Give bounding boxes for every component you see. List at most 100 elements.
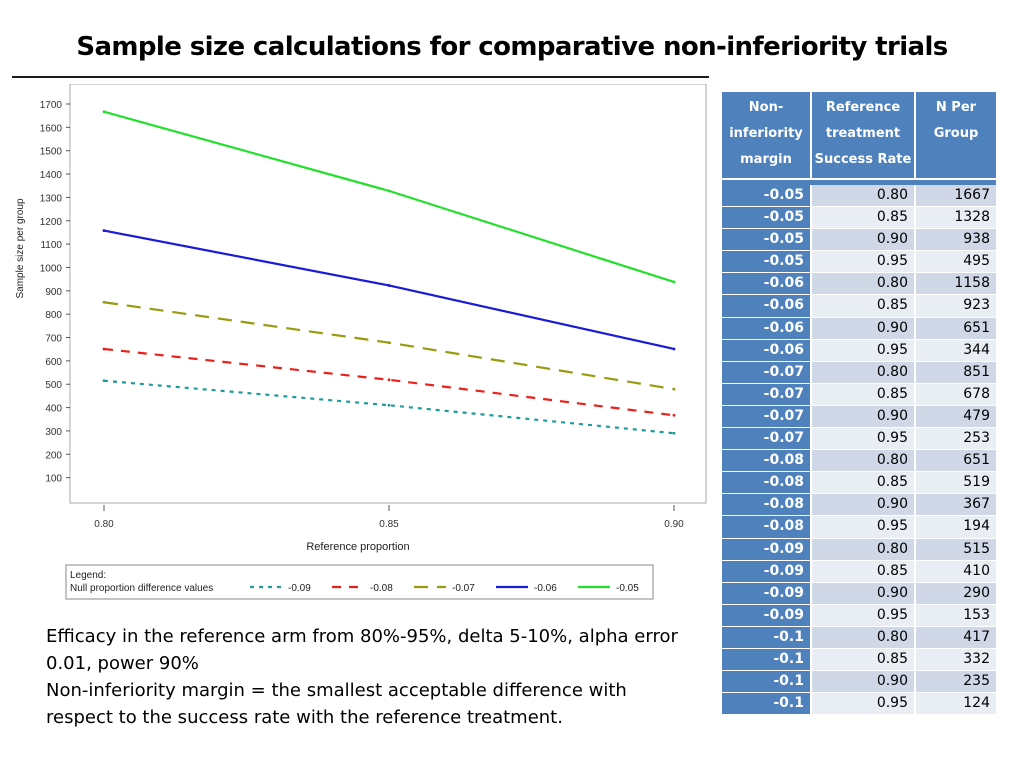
y-tick-label: 800 bbox=[45, 310, 62, 321]
data-point bbox=[672, 431, 676, 435]
data-point bbox=[672, 387, 676, 391]
cell-n-per-group: 1158 bbox=[916, 273, 996, 295]
y-tick-label: 400 bbox=[45, 404, 62, 415]
x-tick-label: 0.80 bbox=[94, 519, 114, 530]
table-row: -0.1 0.95 124 bbox=[722, 693, 996, 716]
table-row: -0.05 0.90 938 bbox=[722, 229, 996, 252]
cell-success-rate: 0.85 bbox=[810, 472, 916, 494]
cell-n-per-group: 851 bbox=[916, 361, 996, 383]
table-row: -0.1 0.85 332 bbox=[722, 648, 996, 672]
slide-title: Sample size calculations for comparative… bbox=[76, 32, 948, 62]
y-tick-label: 1300 bbox=[40, 193, 63, 204]
note-line-4: respect to the success rate with the ref… bbox=[46, 707, 563, 728]
table-row: -0.07 0.85 678 bbox=[722, 383, 996, 406]
x-axis-label: Reference proportion bbox=[306, 541, 409, 553]
y-tick-label: 300 bbox=[45, 427, 62, 438]
table-row: -0.06 0.85 923 bbox=[722, 295, 996, 318]
cell-margin: -0.08 bbox=[722, 472, 810, 494]
table-row: -0.08 0.85 519 bbox=[722, 472, 996, 495]
cell-n-per-group: 344 bbox=[916, 339, 996, 361]
legend-entry: -0.08 bbox=[370, 583, 393, 594]
table-row: -0.05 0.85 1328 bbox=[722, 207, 996, 230]
cell-margin: -0.1 bbox=[722, 626, 810, 648]
cell-margin: -0.09 bbox=[722, 538, 810, 560]
series-line bbox=[103, 347, 675, 417]
cell-success-rate: 0.85 bbox=[810, 295, 916, 317]
data-point bbox=[102, 379, 106, 383]
data-point bbox=[387, 189, 391, 193]
cell-margin: -0.1 bbox=[722, 671, 810, 693]
cell-success-rate: 0.95 bbox=[810, 339, 916, 361]
cell-success-rate: 0.90 bbox=[810, 671, 916, 693]
table-row: -0.1 0.90 235 bbox=[722, 671, 996, 694]
cell-n-per-group: 651 bbox=[916, 317, 996, 339]
cell-n-per-group: 1328 bbox=[916, 207, 996, 229]
cell-success-rate: 0.80 bbox=[810, 273, 916, 295]
table-row: -0.08 0.95 194 bbox=[722, 516, 996, 539]
y-tick-label: 500 bbox=[45, 380, 62, 391]
header-margin-l2: inferiority bbox=[729, 126, 803, 141]
cell-n-per-group: 923 bbox=[916, 295, 996, 317]
cell-success-rate: 0.95 bbox=[810, 516, 916, 538]
x-tick-label: 0.85 bbox=[379, 519, 399, 530]
cell-success-rate: 0.95 bbox=[810, 604, 916, 626]
cell-success-rate: 0.80 bbox=[810, 185, 916, 207]
cell-margin: -0.06 bbox=[722, 295, 810, 317]
notes-block: Efficacy in the reference arm from 80%-9… bbox=[46, 623, 706, 731]
cell-margin: -0.08 bbox=[722, 494, 810, 516]
cell-success-rate: 0.80 bbox=[810, 626, 916, 648]
cell-success-rate: 0.85 bbox=[810, 383, 916, 405]
data-point bbox=[387, 403, 391, 407]
table-row: -0.06 0.80 1158 bbox=[722, 273, 996, 296]
header-rate-l2: treatment bbox=[825, 126, 901, 141]
cell-n-per-group: 678 bbox=[916, 383, 996, 405]
cell-n-per-group: 194 bbox=[916, 516, 996, 538]
cell-n-per-group: 1667 bbox=[916, 185, 996, 207]
legend-entry: -0.06 bbox=[534, 583, 557, 594]
y-tick-label: 600 bbox=[45, 357, 62, 368]
title-underline bbox=[12, 76, 709, 78]
y-tick-label: 1100 bbox=[40, 240, 62, 251]
cell-n-per-group: 479 bbox=[916, 405, 996, 428]
cell-n-per-group: 938 bbox=[916, 229, 996, 251]
y-tick-label: 1400 bbox=[40, 170, 63, 181]
cell-n-per-group: 253 bbox=[916, 428, 996, 450]
cell-n-per-group: 519 bbox=[916, 472, 996, 494]
cell-success-rate: 0.90 bbox=[810, 317, 916, 339]
cell-n-per-group: 651 bbox=[916, 450, 996, 472]
cell-success-rate: 0.80 bbox=[810, 361, 916, 383]
table-row: -0.08 0.90 367 bbox=[722, 494, 996, 517]
cell-n-per-group: 410 bbox=[916, 560, 996, 582]
y-tick-label: 100 bbox=[45, 474, 62, 485]
y-tick-label: 1700 bbox=[40, 100, 63, 111]
cell-margin: -0.09 bbox=[722, 560, 810, 582]
table-body: -0.05 0.80 1667 -0.05 0.85 1328 -0.05 0.90 938 -0… bbox=[722, 185, 996, 716]
cell-margin: -0.07 bbox=[722, 405, 810, 428]
cell-margin: -0.1 bbox=[722, 648, 810, 671]
cell-n-per-group: 235 bbox=[916, 671, 996, 693]
data-point bbox=[102, 300, 106, 304]
header-rate-l3: Success Rate bbox=[814, 152, 912, 167]
x-tick-label: 0.90 bbox=[664, 519, 684, 530]
y-tick-label: 1500 bbox=[40, 147, 63, 158]
cell-margin: -0.07 bbox=[722, 428, 810, 450]
table-row: -0.09 0.85 410 bbox=[722, 560, 996, 583]
data-point bbox=[387, 378, 391, 382]
cell-n-per-group: 332 bbox=[916, 648, 996, 671]
cell-margin: -0.05 bbox=[722, 251, 810, 273]
cell-success-rate: 0.80 bbox=[810, 538, 916, 560]
data-point bbox=[102, 229, 106, 232]
cell-success-rate: 0.95 bbox=[810, 251, 916, 273]
cell-success-rate: 0.85 bbox=[810, 560, 916, 582]
note-line-1: Efficacy in the reference arm from 80%-9… bbox=[46, 626, 678, 647]
cell-margin: -0.08 bbox=[722, 516, 810, 538]
header-n-per-group: N Per Group bbox=[916, 92, 996, 178]
header-margin: Non- inferiority margin bbox=[722, 92, 810, 178]
cell-n-per-group: 515 bbox=[916, 538, 996, 560]
y-tick-label: 1200 bbox=[40, 217, 63, 228]
table-row: -0.06 0.95 344 bbox=[722, 339, 996, 362]
cell-n-per-group: 417 bbox=[916, 626, 996, 648]
table-row: -0.05 0.95 495 bbox=[722, 251, 996, 274]
cell-success-rate: 0.95 bbox=[810, 693, 916, 715]
data-point bbox=[672, 413, 676, 417]
